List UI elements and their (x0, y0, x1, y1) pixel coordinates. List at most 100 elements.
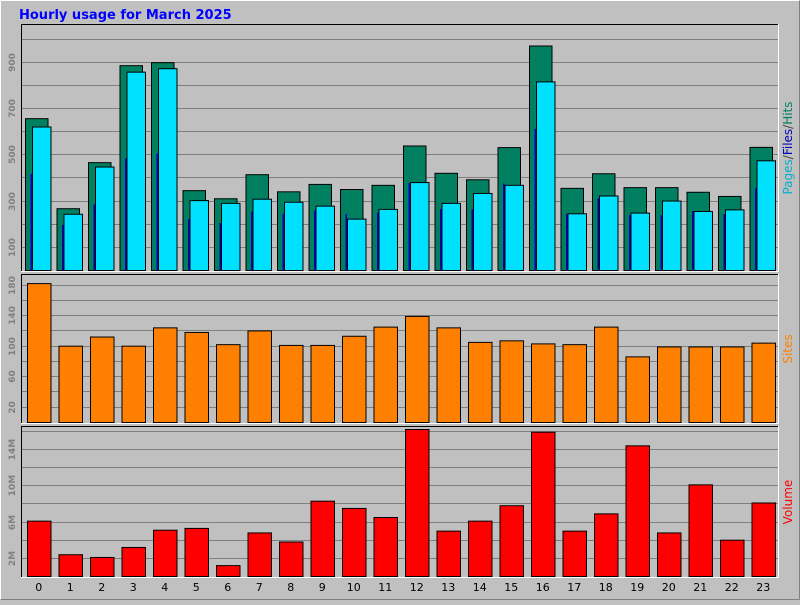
bar-sites (499, 340, 524, 423)
bar-volume (531, 431, 556, 577)
bar-files (534, 128, 536, 271)
side-label-part: / (781, 154, 795, 159)
bar-volume (153, 529, 178, 578)
bar-files (503, 183, 505, 271)
x-tick-label: 4 (161, 581, 168, 594)
x-tick-label: 12 (410, 581, 424, 594)
bar-pages (221, 202, 241, 271)
bar-files (629, 214, 631, 271)
x-tick-label: 0 (35, 581, 42, 594)
y-tick-label: 300 (8, 192, 18, 211)
bar-sites (468, 341, 493, 423)
bar-pages (441, 202, 461, 271)
bar-volume (499, 505, 524, 578)
bar-volume (373, 517, 398, 577)
x-tick-label: 21 (693, 581, 707, 594)
x-tick-label: 3 (130, 581, 137, 594)
y-tick-label: 100 (8, 337, 18, 356)
bar-sites (153, 327, 178, 423)
x-tick-label: 11 (378, 581, 392, 594)
bar-pages (599, 195, 619, 271)
bar-sites (184, 331, 209, 423)
bar-sites (405, 315, 430, 423)
y-tick-label: 900 (8, 53, 18, 72)
panel-bg (21, 24, 779, 272)
bar-files (345, 213, 347, 271)
bar-pages (756, 160, 776, 271)
bar-pages (126, 71, 146, 271)
bar-pages (630, 212, 650, 271)
x-axis: 0 1 2 3 4 5 6 7 8 9 10 11 12 13 14 15 16 17 18 19 20 21 22 23 (35, 581, 770, 594)
bar-files (125, 158, 127, 271)
bar-volume (342, 507, 367, 578)
y-tick-label: 180 (8, 276, 18, 295)
bar-sites (342, 335, 367, 423)
bar-volume (184, 527, 209, 578)
x-tick-label: 17 (567, 581, 581, 594)
bar-files (660, 214, 662, 271)
panel-side-label: Sites (781, 334, 795, 363)
bar-sites (279, 344, 304, 423)
bar-files (755, 188, 757, 271)
y-tick-label: 6M (8, 515, 18, 530)
bar-sites (720, 346, 745, 423)
bar-pages (158, 68, 178, 271)
y-tick-label: 140 (8, 306, 18, 325)
panel-side-label: Pages/Files/Hits (781, 101, 795, 194)
bar-sites (247, 330, 272, 423)
x-tick-label: 6 (224, 581, 231, 594)
x-tick-label: 1 (67, 581, 74, 594)
bar-volume (436, 530, 461, 578)
bar-files (440, 209, 442, 271)
bar-volume (310, 500, 335, 577)
panel-bg (21, 426, 779, 578)
x-tick-label: 8 (287, 581, 294, 594)
side-label-part: / (781, 124, 795, 129)
bar-sites (58, 345, 83, 423)
bar-pages (63, 213, 83, 272)
bar-files (597, 198, 599, 271)
bar-files (282, 213, 284, 271)
bar-files (188, 219, 190, 271)
side-label-part: Volume (781, 480, 795, 525)
bar-sites (310, 344, 335, 423)
y-tick-label: 700 (8, 99, 18, 118)
bar-pages (662, 200, 682, 271)
bar-files (156, 153, 158, 271)
x-tick-label: 22 (725, 581, 739, 594)
bar-pages (189, 200, 209, 271)
bar-pages (536, 81, 556, 271)
bar-pages (284, 201, 304, 272)
x-tick-label: 18 (599, 581, 613, 594)
y-tick-label: 500 (8, 145, 18, 164)
x-tick-label: 7 (256, 581, 263, 594)
x-tick-label: 19 (630, 581, 644, 594)
bar-volume (751, 502, 776, 577)
bar-volume (468, 520, 493, 577)
side-label-part: Files (781, 129, 795, 155)
bar-pages (252, 198, 272, 271)
bar-volume (279, 541, 304, 577)
bar-sites (373, 326, 398, 423)
bar-files (219, 223, 221, 271)
panel-bg (21, 274, 779, 424)
bar-sites (436, 327, 461, 423)
bar-volume (247, 532, 272, 578)
chart-title: Hourly usage for March 2025 (19, 8, 232, 23)
bar-volume (216, 565, 241, 577)
y-tick-label: 100 (8, 238, 18, 257)
x-tick-label: 5 (193, 581, 200, 594)
bar-volume (562, 530, 587, 578)
bar-sites (531, 343, 556, 424)
bar-volume (58, 554, 83, 578)
y-tick-label: 2M (8, 551, 18, 566)
y-tick-label: 10M (8, 475, 18, 497)
bar-files (93, 204, 95, 271)
bar-files (377, 212, 379, 271)
bar-volume (90, 556, 115, 578)
side-label-part: Pages (781, 159, 795, 194)
bar-files (723, 214, 725, 271)
y-tick-label: 14M (8, 439, 18, 461)
